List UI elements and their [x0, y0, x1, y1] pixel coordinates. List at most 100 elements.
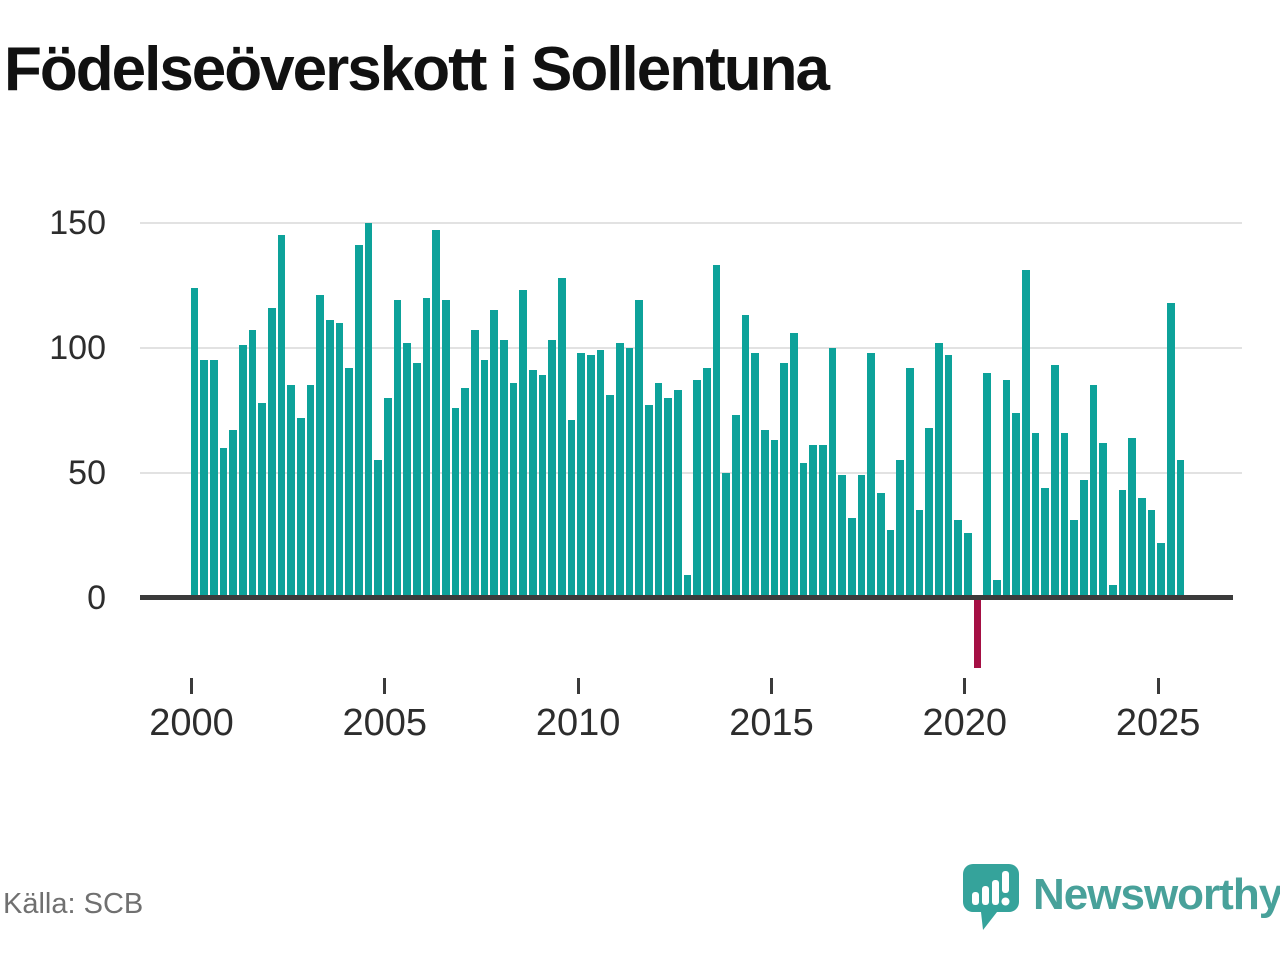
x-axis-label-2015: 2015: [729, 702, 814, 744]
bar-2005Q4: [412, 362, 421, 598]
bar-2012Q2: [664, 397, 672, 598]
x-axis-label-2010: 2010: [535, 702, 621, 744]
bar-2017Q1: [847, 517, 856, 598]
x-tick-mark-2020: [963, 678, 967, 694]
bar-2007Q3: [480, 360, 489, 598]
bar-2003Q4: [335, 322, 344, 598]
bar-2013Q1: [693, 380, 701, 598]
bar-2014Q4: [760, 430, 769, 598]
bar-2025Q2: [1166, 302, 1175, 598]
bar-2024Q4: [1147, 510, 1156, 598]
x-tick-mark-2015: [770, 678, 773, 694]
bar-2010Q1: [577, 352, 585, 598]
bar-2021Q1: [1002, 380, 1011, 598]
bar-2001Q2: [238, 345, 247, 598]
bar-2024Q1: [1118, 490, 1127, 598]
bar-2017Q2: [857, 475, 866, 598]
bar-2005Q3: [403, 342, 411, 598]
bar-2019Q1: [925, 427, 933, 598]
bar-2023Q3: [1099, 442, 1107, 598]
x-tick-mark-2025: [1156, 678, 1160, 694]
bar-2021Q2: [1012, 412, 1020, 598]
bar-2023Q4: [1108, 585, 1117, 598]
page-title: Födelseöverskott i Sollentuna: [4, 35, 830, 104]
bar-2011Q4: [644, 405, 653, 598]
bar-2006Q4: [451, 407, 460, 598]
bar-2007Q1: [461, 387, 469, 598]
bar-2025Q3: [1176, 460, 1185, 598]
x-axis-label-2005: 2005: [342, 702, 428, 744]
bar-2004Q2: [354, 245, 363, 598]
bar-2020Q3: [983, 372, 991, 598]
bar-2022Q1: [1041, 487, 1049, 598]
bar-2001Q1: [229, 430, 237, 598]
bar-2020Q1: [963, 532, 972, 598]
x-axis-label-2025: 2025: [1115, 702, 1201, 744]
bar-2008Q4: [528, 370, 537, 598]
bar-2017Q3: [867, 352, 875, 598]
bar-2022Q2: [1050, 365, 1059, 598]
bar-2003Q2: [316, 295, 324, 598]
gridline-y-50: [140, 471, 1242, 474]
x-axis-label-2000: 2000: [149, 702, 234, 744]
bar-2015Q2: [780, 362, 788, 598]
bar-2014Q3: [751, 352, 759, 598]
bar-2009Q2: [548, 340, 556, 598]
bar-2014Q1: [731, 415, 740, 598]
bar-2011Q2: [625, 347, 634, 598]
bar-2023Q2: [1089, 385, 1098, 598]
gridline-y-150: [140, 221, 1242, 224]
bar-2008Q1: [499, 340, 508, 598]
x-tick-mark-2005: [383, 678, 387, 694]
bar-2012Q3: [673, 390, 682, 598]
bar-2018Q1: [886, 530, 895, 598]
bar-2016Q2: [818, 445, 827, 598]
bar-2020Q2: [973, 597, 982, 668]
bar-2013Q3: [712, 265, 721, 598]
bar-2009Q1: [538, 375, 547, 598]
bar-2000Q1: [190, 287, 199, 598]
bar-2007Q4: [490, 310, 498, 598]
bar-2020Q4: [992, 580, 1001, 598]
bar-2018Q2: [896, 460, 904, 598]
bar-2012Q1: [654, 382, 663, 598]
bar-2017Q4: [876, 492, 885, 598]
bar-2015Q3: [789, 332, 798, 598]
bar-2019Q3: [944, 355, 953, 598]
bar-2003Q3: [325, 320, 334, 598]
x-tick-mark-2000: [190, 678, 193, 694]
gridline-y-100: [140, 346, 1242, 349]
newsworthy-logo-icon: [963, 864, 1019, 930]
bar-2002Q3: [287, 385, 295, 598]
bar-2015Q1: [770, 440, 779, 598]
bar-2002Q4: [296, 417, 305, 598]
bar-2001Q4: [258, 402, 266, 598]
bar-2006Q3: [441, 300, 450, 598]
bar-2009Q3: [557, 277, 566, 598]
bar-2010Q4: [606, 395, 614, 598]
bar-2003Q1: [306, 385, 315, 598]
bar-2004Q1: [345, 367, 353, 598]
y-axis-label-50: 50: [68, 453, 106, 492]
bar-2019Q2: [934, 342, 943, 598]
bar-2008Q2: [509, 382, 518, 598]
bar-2000Q2: [200, 360, 208, 598]
x-axis-label-2020: 2020: [922, 702, 1008, 744]
x-tick-mark-2010: [576, 678, 580, 694]
bar-2005Q1: [383, 397, 392, 598]
bar-2011Q3: [635, 300, 643, 598]
bar-2004Q3: [364, 222, 373, 598]
bar-2016Q4: [838, 475, 846, 598]
bar-2013Q2: [702, 367, 711, 598]
bar-2018Q3: [905, 367, 914, 598]
bar-2006Q2: [432, 230, 440, 598]
bar-2018Q4: [915, 510, 924, 598]
bar-2000Q3: [209, 360, 218, 598]
bar-2000Q4: [219, 447, 228, 598]
bar-2025Q1: [1157, 542, 1165, 598]
source-note: Källa: SCB: [3, 888, 144, 920]
x-axis-line: [140, 595, 1233, 600]
newsworthy-brand: Newsworthy: [963, 864, 1280, 934]
y-axis-label-100: 100: [49, 328, 106, 367]
